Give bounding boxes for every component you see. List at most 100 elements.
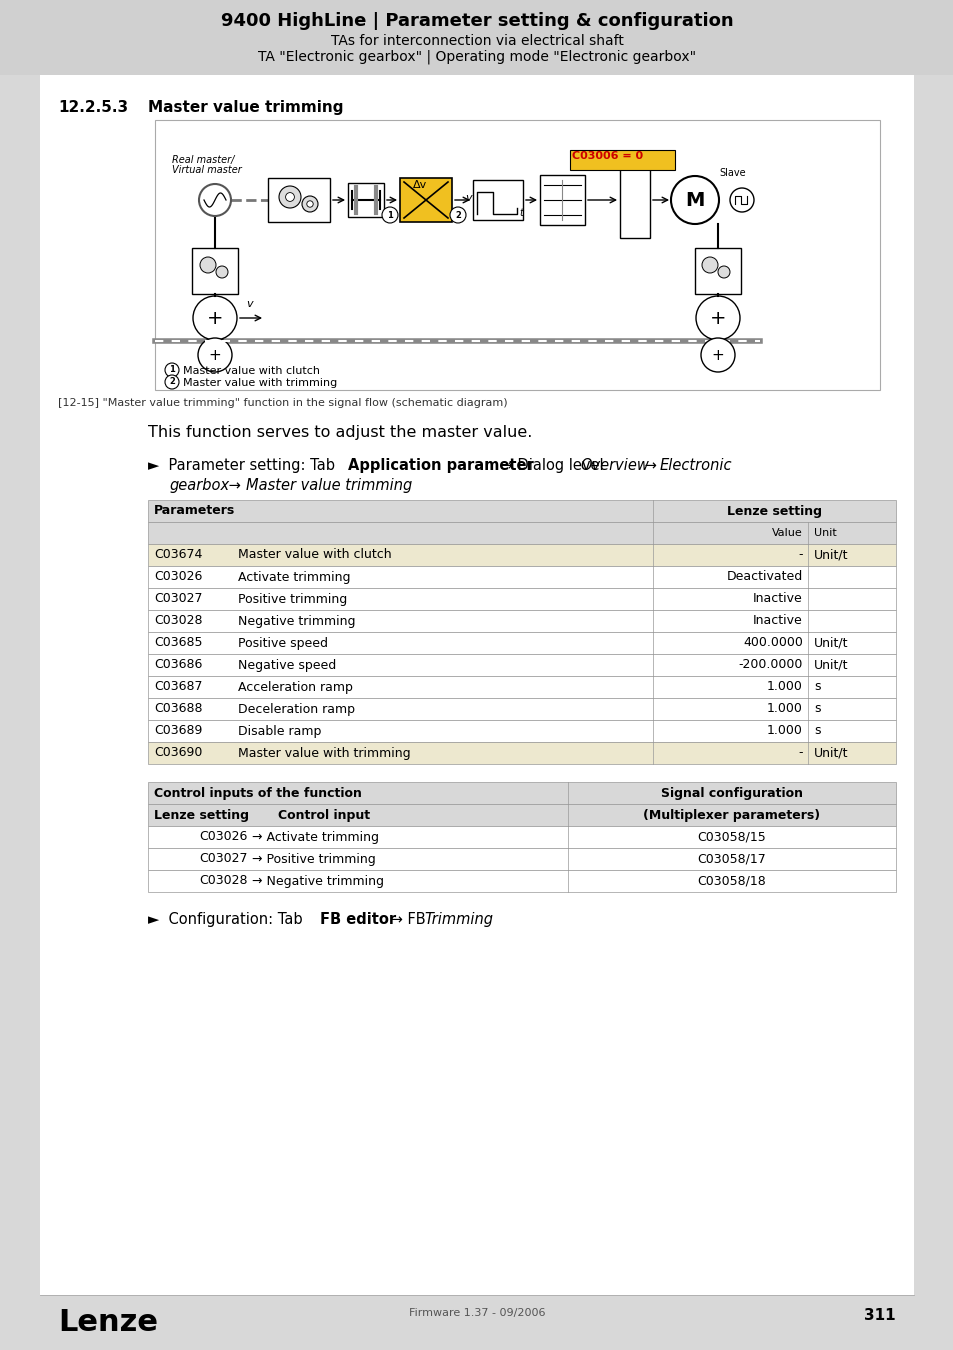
Bar [148,782,895,805]
Text: → Dialog level: → Dialog level [496,458,608,472]
Bar [148,522,895,544]
Circle shape [701,256,718,273]
Circle shape [165,363,179,377]
Text: Master value with clutch: Master value with clutch [237,548,392,562]
Text: s: s [813,680,820,694]
Text: Activate trimming: Activate trimming [237,571,350,583]
Circle shape [450,207,465,223]
Circle shape [215,266,228,278]
Text: Positive trimming: Positive trimming [237,593,347,606]
Circle shape [696,296,740,340]
Text: M: M [684,190,704,209]
Bar [569,150,675,170]
Text: 1.000: 1.000 [766,702,802,716]
Text: Positive speed: Positive speed [237,636,328,649]
Bar [619,162,649,238]
Text: Signal configuration: Signal configuration [660,787,802,799]
Text: C03690: C03690 [153,747,202,760]
Text: FB editor: FB editor [319,913,395,927]
Text: -200.0000: -200.0000 [738,659,802,671]
Text: Value: Value [771,528,802,539]
Bar [148,720,895,743]
Circle shape [670,176,719,224]
Text: Firmware 1.37 - 09/2006: Firmware 1.37 - 09/2006 [408,1308,545,1318]
Text: Master value trimming: Master value trimming [148,100,343,115]
Circle shape [381,207,397,223]
Text: → FB: → FB [386,913,430,927]
Text: ►  Configuration: Tab: ► Configuration: Tab [148,913,307,927]
Bar [148,566,895,589]
Text: Inactive: Inactive [753,593,802,606]
Text: C03058/18: C03058/18 [697,875,765,887]
Bar [154,120,879,390]
Text: 2: 2 [169,378,174,386]
Text: t: t [518,208,522,217]
Text: s: s [813,725,820,737]
Bar [348,184,384,217]
Text: -: - [798,548,802,562]
Bar [148,848,895,869]
Text: Deactivated: Deactivated [726,571,802,583]
Text: gearbox: gearbox [170,478,230,493]
Text: C03006 = 0: C03006 = 0 [572,151,642,161]
Text: This function serves to adjust the master value.: This function serves to adjust the maste… [148,425,532,440]
Text: 1.000: 1.000 [766,680,802,694]
Bar [539,176,584,225]
Text: 400.0000: 400.0000 [742,636,802,649]
Text: -: - [798,747,802,760]
Circle shape [278,186,301,208]
Text: C03058/17: C03058/17 [697,852,765,865]
Text: Unit/t: Unit/t [813,659,847,671]
Bar [0,0,953,76]
Text: +: + [709,309,725,328]
Text: TA "Electronic gearbox" | Operating mode "Electronic gearbox": TA "Electronic gearbox" | Operating mode… [257,50,696,65]
Text: 1: 1 [387,211,393,220]
Text: Parameters: Parameters [153,505,235,517]
Text: Lenze setting: Lenze setting [726,505,821,517]
Text: ►  Parameter setting: Tab: ► Parameter setting: Tab [148,458,339,472]
Text: Unit: Unit [813,528,836,539]
Text: Master value with clutch: Master value with clutch [183,366,319,377]
Text: Deceleration ramp: Deceleration ramp [237,702,355,716]
Text: 1.000: 1.000 [766,725,802,737]
Circle shape [285,193,294,201]
Text: → Negative trimming: → Negative trimming [252,875,384,887]
Text: Control input: Control input [277,809,370,822]
Text: C03026: C03026 [199,830,248,844]
Circle shape [193,296,236,340]
Text: Negative trimming: Negative trimming [237,614,355,628]
Text: s: s [813,702,820,716]
Bar [148,805,895,826]
Circle shape [199,184,231,216]
Text: Lenze setting: Lenze setting [153,809,249,822]
Text: v: v [464,193,471,202]
Text: Electronic: Electronic [659,458,732,472]
Text: C03028: C03028 [153,614,202,628]
Text: v: v [247,298,253,309]
Circle shape [729,188,753,212]
Text: [12-15] "Master value trimming" function in the signal flow (schematic diagram): [12-15] "Master value trimming" function… [58,398,507,408]
Text: Acceleration ramp: Acceleration ramp [237,680,353,694]
Circle shape [165,375,179,389]
Text: Slave: Slave [719,167,745,178]
Text: Control inputs of the function: Control inputs of the function [153,787,361,799]
Text: C03687: C03687 [153,680,202,694]
Circle shape [200,256,215,273]
Bar [148,589,895,610]
Text: C03027: C03027 [153,593,202,606]
Text: →: → [224,478,245,493]
Text: Unit/t: Unit/t [813,548,847,562]
Bar [192,248,237,294]
Text: (Multiplexer parameters): (Multiplexer parameters) [642,809,820,822]
Text: → Activate trimming: → Activate trimming [252,830,378,844]
Bar [695,248,740,294]
Text: Virtual master: Virtual master [172,165,241,176]
Bar [148,500,895,522]
Bar [148,869,895,892]
Text: C03688: C03688 [153,702,202,716]
Text: C03028: C03028 [199,875,248,887]
Text: C03058/15: C03058/15 [697,830,765,844]
Text: Overview: Overview [579,458,648,472]
Circle shape [718,266,729,278]
Text: C03685: C03685 [153,636,202,649]
